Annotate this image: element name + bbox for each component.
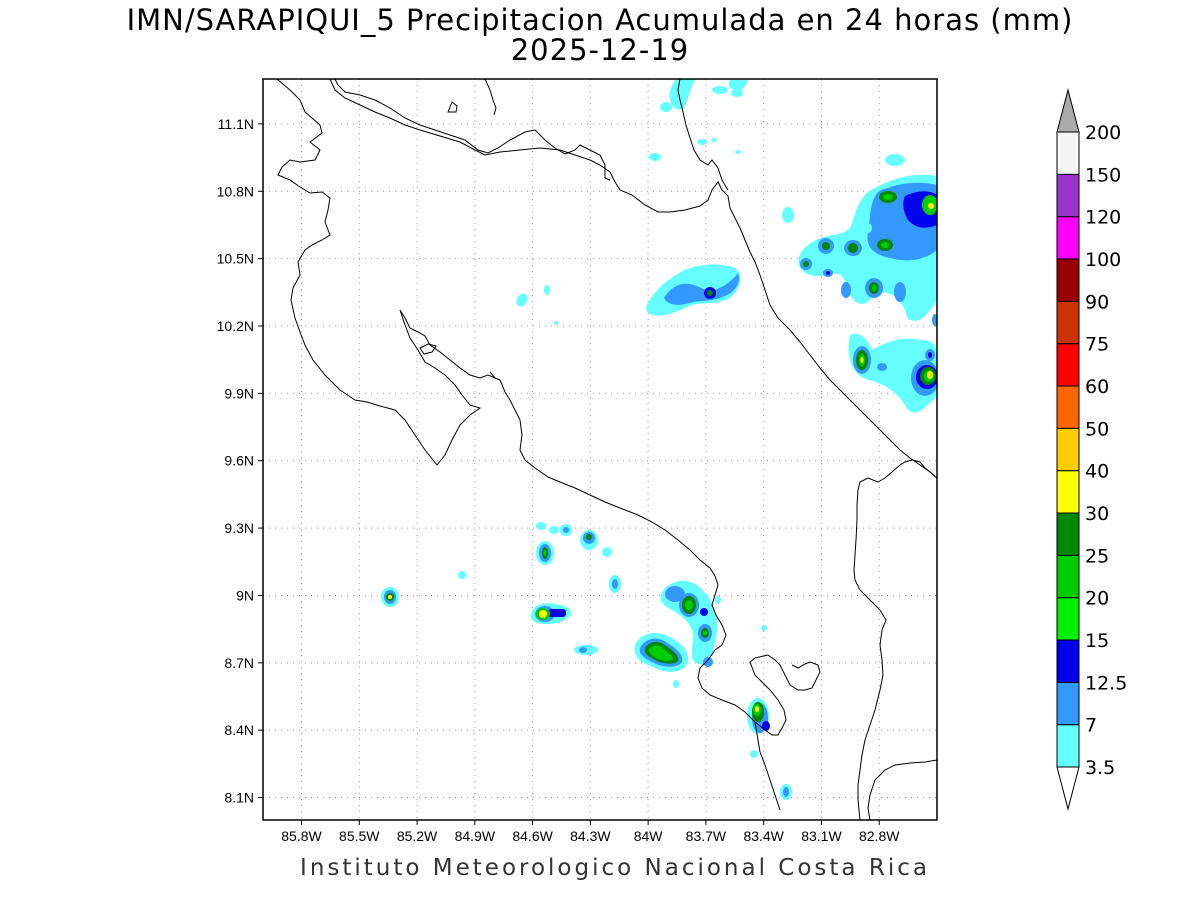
- lon-tick-label: 84.6W: [512, 828, 553, 844]
- lon-tick-label: 83.1W: [801, 828, 842, 844]
- coastline-punta-burica: [754, 721, 781, 811]
- lat-tick-label: 10.5N: [217, 251, 254, 267]
- precip-cell-north: [649, 79, 748, 161]
- precipitation-field: [381, 79, 937, 800]
- colorbar-swatch: [1056, 597, 1080, 641]
- lon-tick-label: 83.7W: [686, 828, 727, 844]
- map-title: IMN/SARAPIQUI_5 Precipitacion Acumulada …: [126, 3, 1074, 37]
- colorbar-swatch: [1056, 258, 1080, 302]
- coastline-panama-gulf: [867, 759, 937, 820]
- precip-cell-caribbean-ne: [782, 154, 937, 326]
- coastline-caribbean-north: [677, 79, 729, 191]
- lon-tick-label: 82.8W: [859, 828, 900, 844]
- colorbar-level-label: 90: [1085, 291, 1109, 313]
- colorbar-level-label: 150: [1085, 164, 1121, 186]
- footer-credit: Instituto Meteorologico Nacional Costa R…: [300, 855, 930, 881]
- colorbar-level-label: 7: [1085, 715, 1097, 737]
- precip-cell-pacific-south: [381, 522, 792, 800]
- lat-tick-label: 8.1N: [224, 790, 254, 806]
- colorbar-level-label: 20: [1085, 588, 1109, 610]
- colorbar-swatch: [1056, 512, 1080, 556]
- colorbar-over-triangle: [1056, 88, 1080, 133]
- lat-tick-label: 9.6N: [224, 453, 254, 469]
- lat-tick-label: 8.7N: [224, 655, 254, 671]
- border-nicaragua-costarica: [329, 79, 937, 479]
- island-ometepe: [447, 101, 458, 113]
- colorbar-level-label: 200: [1085, 122, 1121, 144]
- colorbar-level-label: 25: [1085, 545, 1109, 567]
- colorbar-swatch: [1056, 131, 1080, 175]
- colorbar-swatch: [1056, 681, 1080, 726]
- lat-tick-label: 9N: [236, 587, 254, 603]
- coastline-pacific-central: [489, 371, 821, 736]
- colorbar-swatch: [1056, 343, 1080, 387]
- colorbar-level-label: 100: [1085, 249, 1121, 271]
- map-frame: [262, 78, 938, 821]
- colorbar-level-label: 12.5: [1085, 672, 1127, 694]
- lon-tick-label: 85.8W: [281, 828, 322, 844]
- longitude-axis: 85.8W 85.5W 85.2W 84.9W 84.6W 84.3W 84W 83.7W 83…: [281, 820, 900, 844]
- precip-cell-sarapiqui: [516, 264, 741, 325]
- colorbar-level-label: 75: [1085, 334, 1109, 356]
- lon-tick-label: 84.9W: [455, 828, 496, 844]
- border-costarica-panama: [853, 459, 937, 820]
- coastline-nicoya-inner: [399, 309, 501, 381]
- lon-tick-label: 84.3W: [570, 828, 611, 844]
- coastline-lake-nicaragua: [334, 79, 611, 181]
- colorbar-swatch: [1056, 216, 1080, 260]
- colorbar-swatch: [1056, 385, 1080, 429]
- colorbar-level-label: 40: [1085, 461, 1109, 483]
- lat-tick-label: 8.4N: [224, 722, 254, 738]
- colorbar-level-label: 50: [1085, 418, 1109, 440]
- map-date: 2025-12-19: [510, 33, 690, 67]
- coastline-nicaragua-north: [276, 79, 482, 466]
- colorbar-level-label: 15: [1085, 630, 1109, 652]
- colorbar-level-label: 3.5: [1085, 757, 1115, 779]
- colorbar-swatch: [1056, 470, 1080, 514]
- latitude-axis: 11.1N 10.8N 10.5N 10.2N 9.9N 9.6N 9.3N 9N 8.7N 8.…: [217, 116, 263, 806]
- colorbar-level-label: 30: [1085, 503, 1109, 525]
- colorbar-under-triangle: [1056, 766, 1080, 811]
- map-gridlines: [263, 79, 937, 820]
- colorbar-level-label: 120: [1085, 207, 1121, 229]
- lat-tick-label: 9.3N: [224, 520, 254, 536]
- coastlines: [276, 79, 937, 820]
- colorbar-swatch: [1056, 173, 1080, 218]
- lon-tick-label: 83.4W: [743, 828, 784, 844]
- colorbar-swatch: [1056, 300, 1080, 345]
- precip-cell-caribbean-east: [848, 333, 937, 413]
- colorbar-swatch: [1056, 639, 1080, 683]
- lat-tick-label: 10.8N: [217, 183, 254, 199]
- island-chira: [419, 343, 437, 355]
- colorbar-swatch: [1056, 554, 1080, 599]
- lon-tick-label: 85.2W: [397, 828, 438, 844]
- colorbar-swatch: [1056, 724, 1080, 768]
- colorbar: 3.5 7 12.5 15 20 25 30 40 50 60 75 90 100 120 150 200: [1056, 88, 1127, 811]
- lat-tick-label: 9.9N: [224, 385, 254, 401]
- coastline-ne-edge: [484, 79, 497, 116]
- colorbar-level-label: 60: [1085, 376, 1109, 398]
- lon-tick-label: 85.5W: [339, 828, 380, 844]
- lon-tick-label: 84W: [634, 828, 664, 844]
- lat-tick-label: 10.2N: [217, 318, 254, 334]
- lat-tick-label: 11.1N: [218, 116, 254, 132]
- colorbar-swatch: [1056, 427, 1080, 472]
